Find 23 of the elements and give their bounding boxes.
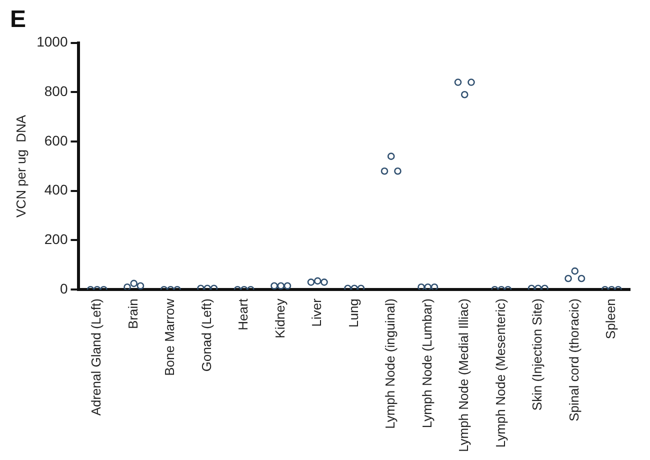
y-tick-label: 0 <box>60 280 68 296</box>
x-tick-label: Spleen <box>603 298 618 340</box>
x-tick-label: Liver <box>309 298 324 327</box>
x-tick-label: Adrenal Gland (Left) <box>88 298 104 416</box>
x-tick-label: Heart <box>236 298 251 330</box>
x-tick-label: Brain <box>125 298 140 329</box>
x-tick-label: Skin (Injection Site) <box>530 298 545 411</box>
y-tick-label: 600 <box>44 132 68 148</box>
x-tick-label: Gonad (Left) <box>198 298 214 372</box>
x-tick-label: Lymph Node (inguinal) <box>382 298 398 429</box>
y-tick-label: 400 <box>44 182 68 198</box>
x-tick-label: Bone Marrow <box>162 298 178 376</box>
y-tick-label: 1000 <box>36 34 68 50</box>
x-tick-label: Lung <box>346 298 361 328</box>
x-tick-label: Lymph Node (Mesenteric) <box>492 298 508 448</box>
y-tick-label: 800 <box>44 83 68 100</box>
y-axis-title: VCN per ug DNA <box>13 114 28 218</box>
x-tick-label: Lymph Node (Lumbar) <box>419 298 434 428</box>
x-tick-label: Spinal cord (thoracic) <box>566 298 582 422</box>
y-tick-label: 200 <box>44 231 68 248</box>
chart-title: E <box>10 6 26 34</box>
x-tick-label: Kidney <box>272 298 288 338</box>
x-tick-label: Lymph Node (Medial Illiac) <box>456 298 472 452</box>
